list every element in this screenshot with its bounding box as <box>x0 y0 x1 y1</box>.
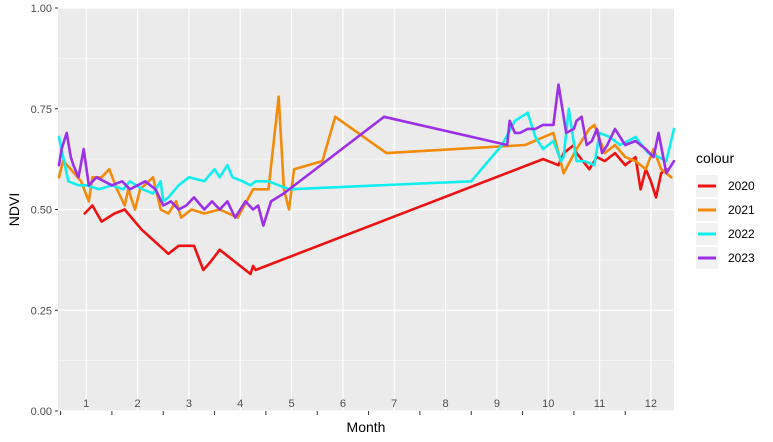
y-axis-title: NDVI <box>6 193 22 226</box>
x-tick-label: 3 <box>186 398 192 410</box>
series-line-2020 <box>83 143 668 276</box>
x-tick-label: 6 <box>340 398 346 410</box>
legend-label: 2020 <box>728 179 755 193</box>
x-tick-label: 10 <box>542 398 554 410</box>
y-axis-ticks: 0.00 0.25 0.50 0.75 1.00 <box>31 3 58 418</box>
y-tick-label: 0.75 <box>31 104 52 116</box>
x-axis-title: Month <box>347 419 386 435</box>
x-tick-label: 9 <box>494 398 500 410</box>
legend-label: 2021 <box>728 203 755 217</box>
x-tick-label: 1 <box>83 398 89 410</box>
legend: colour 2020 2021 2022 2023 <box>696 150 755 269</box>
y-tick-label: 0.50 <box>31 205 52 217</box>
legend-label: 2023 <box>728 251 755 265</box>
legend-title: colour <box>696 150 734 166</box>
series-line-2023 <box>57 83 676 227</box>
x-tick-label: 8 <box>443 398 449 410</box>
series-lines <box>57 83 676 276</box>
x-tick-label: 7 <box>391 398 397 410</box>
x-axis-ticks: 1 2 3 4 5 6 7 8 9 10 11 12 <box>60 398 657 415</box>
x-tick-label: 12 <box>645 398 657 410</box>
y-tick-label: 1.00 <box>31 3 52 15</box>
legend-label: 2022 <box>728 227 755 241</box>
x-tick-label: 11 <box>594 398 605 410</box>
x-tick-label: 4 <box>237 398 243 410</box>
x-tick-label: 5 <box>289 398 295 410</box>
major-gridlines <box>58 7 674 412</box>
x-tick-label: 2 <box>135 398 141 410</box>
y-tick-label: 0.25 <box>31 305 52 317</box>
y-tick-label: 0.00 <box>31 406 52 418</box>
